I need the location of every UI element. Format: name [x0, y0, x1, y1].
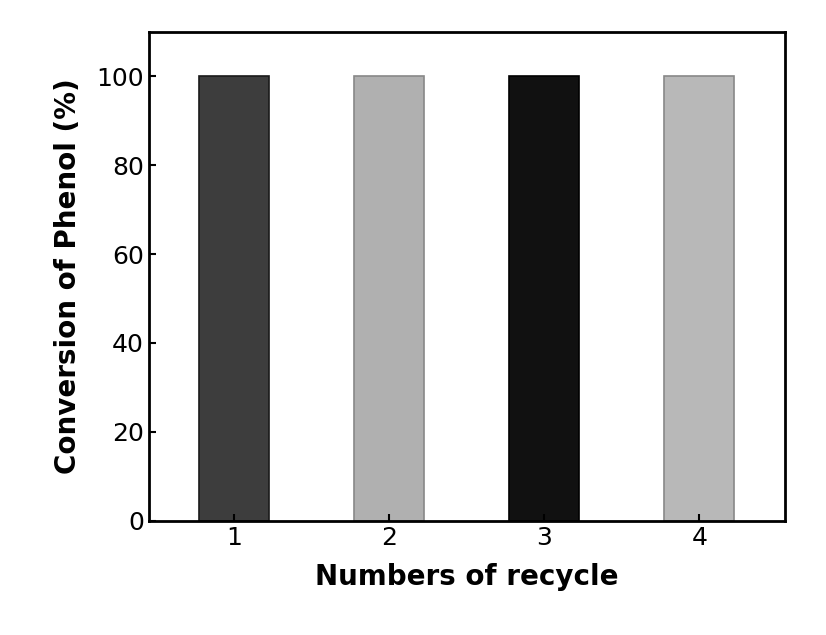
Bar	[199, 76, 269, 521]
Bar	[664, 76, 734, 521]
Bar	[354, 76, 424, 521]
X-axis label: Numbers of recycle: Numbers of recycle	[315, 563, 619, 591]
Bar	[510, 76, 579, 521]
Y-axis label: Conversion of Phenol (%): Conversion of Phenol (%)	[55, 78, 83, 474]
